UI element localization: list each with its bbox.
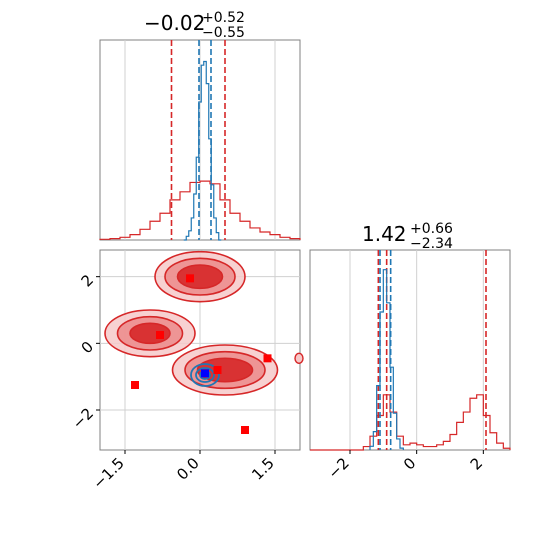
joint-red-contour-fragment: [294, 352, 304, 365]
joint-red-point: [241, 426, 249, 434]
joint-red-point: [156, 331, 164, 339]
marginal-x-hist-blue: [183, 60, 222, 241]
marginal-y-frame: [309, 249, 511, 451]
marginal-y-hist-red: [310, 394, 511, 451]
marginal-x-title-main: −0.02: [144, 11, 205, 35]
joint-blue-contour-level: [190, 363, 220, 387]
joint-red-point: [131, 381, 139, 389]
joint-yticks: −2 0 2: [69, 271, 100, 433]
joint-xtick-label: 0.0: [173, 454, 203, 484]
joint-red-point: [186, 274, 194, 283]
joint-blue-point: [201, 369, 209, 378]
marginal-y-series: [310, 250, 511, 451]
marginal-x-title-sup: +0.52: [202, 10, 245, 26]
joint-blue-contour-level: [195, 367, 215, 383]
marginal-x-title-sub: −0.55: [202, 25, 245, 41]
marginal-y-panel: −2 0 2 1.42 +0.66 −2.34: [309, 221, 511, 482]
marginal-y-xtick-label: 0: [400, 454, 419, 473]
joint-ytick-label: 2: [78, 271, 97, 290]
marginal-y-grid: [349, 250, 484, 450]
marginal-y-title-sup: +0.66: [410, 221, 453, 237]
marginal-y-xtick-label: −2: [324, 454, 352, 482]
joint-points: [131, 274, 272, 434]
joint-ytick-label: 0: [78, 338, 97, 357]
joint-ytick-label: −2: [69, 404, 97, 432]
marginal-y-hist-blue: [369, 269, 404, 450]
marginal-y-title-main: 1.42: [362, 222, 407, 246]
joint-xticks: −1.5 0.0 1.5: [89, 450, 278, 493]
joint-red-point: [263, 354, 272, 363]
marginal-x-title: −0.02 +0.52 −0.55: [144, 10, 245, 41]
joint-xtick-label: 1.5: [248, 454, 278, 484]
marginal-x-series: [99, 40, 301, 241]
joint-red-point: [213, 366, 222, 374]
joint-xtick-label: −1.5: [89, 454, 127, 492]
marginal-y-title: 1.42 +0.66 −2.34: [362, 221, 453, 252]
marginal-x-hist-red: [99, 180, 301, 240]
marginal-y-xtick-label: 2: [467, 454, 486, 473]
marginal-x-panel: −0.02 +0.52 −0.55: [99, 10, 301, 241]
marginal-y-title-sub: −2.34: [410, 236, 453, 252]
marginal-x-grid: [124, 40, 276, 240]
joint-red-contour-level: [176, 264, 224, 290]
marginal-y-xticks: −2 0 2: [324, 450, 486, 482]
joint-panel: −1.5 0.0 1.5 −2 0 2: [69, 249, 304, 493]
